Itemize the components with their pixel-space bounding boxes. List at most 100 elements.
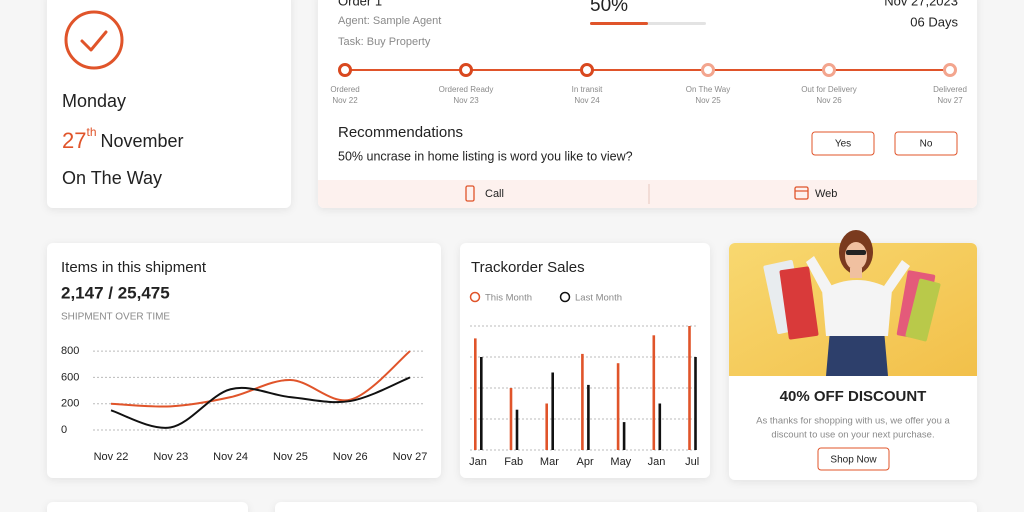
- date-day: 27: [62, 128, 86, 153]
- call-label[interactable]: Call: [485, 188, 504, 200]
- x-tick-label: Jan: [648, 456, 666, 468]
- x-tick-label: Jan: [469, 456, 487, 468]
- action-bar: [318, 180, 977, 208]
- step-date: Nov 25: [695, 96, 721, 105]
- bottom-card: [47, 502, 248, 512]
- legend-marker: [469, 291, 481, 303]
- promo-text: As thanks for shopping with us, we offer…: [756, 416, 950, 427]
- x-tick-label: Nov 22: [94, 451, 129, 463]
- task: Task: Buy Property: [338, 36, 431, 48]
- progress-fill: [590, 22, 648, 25]
- bar: [622, 422, 626, 450]
- x-tick-label: Jul: [685, 456, 699, 468]
- x-tick-label: Nov 25: [273, 451, 308, 463]
- bar: [545, 403, 548, 450]
- x-tick-label: Fab: [504, 456, 523, 468]
- step-label: Delivered: [933, 85, 967, 94]
- recommendation-text: 50% uncrase in home listing is word you …: [338, 149, 633, 163]
- yes-label[interactable]: Yes: [835, 139, 851, 150]
- x-tick-label: Nov 24: [213, 451, 248, 463]
- bar: [480, 357, 483, 450]
- bar: [551, 372, 554, 450]
- bar: [652, 335, 656, 450]
- step-label: Ordered: [330, 85, 359, 94]
- bar: [474, 338, 477, 450]
- delivery-date: Nov 27,2023: [884, 0, 958, 8]
- yes-button[interactable]: [811, 131, 875, 156]
- line-chart: 0 200 600 800 Nov 22 Nov 23 Nov 24 Nov 25 Nov 26…: [61, 345, 427, 463]
- legend-label: Last Month: [575, 293, 622, 304]
- x-tick-label: Mar: [540, 456, 559, 468]
- no-label[interactable]: No: [920, 139, 933, 150]
- shopper-illustration: [763, 230, 941, 376]
- shop-label[interactable]: Shop Now: [830, 455, 877, 466]
- legend-marker: [559, 291, 571, 303]
- state: On The Way: [62, 168, 162, 188]
- date: 27th November: [62, 125, 184, 153]
- x-tick-label: May: [610, 456, 631, 468]
- x-tick-label: Nov 26: [333, 451, 368, 463]
- line-series: [110, 376, 411, 429]
- step-label: Ordered Ready: [439, 85, 494, 94]
- bottom-card: [275, 502, 977, 512]
- step-date: Nov 23: [453, 96, 479, 105]
- step-label: Out for Delivery: [801, 85, 857, 94]
- shop-button[interactable]: [817, 447, 890, 471]
- legend-label: This Month: [485, 293, 532, 304]
- shipment-subtitle: SHIPMENT OVER TIME: [61, 312, 170, 323]
- web-icon[interactable]: [794, 186, 809, 200]
- check-icon: [64, 10, 124, 70]
- shipment-card: [47, 243, 441, 478]
- bar: [658, 403, 662, 450]
- no-button[interactable]: [894, 131, 958, 156]
- step-date: Nov 24: [574, 96, 600, 105]
- shipment-title: Items in this shipment: [61, 259, 207, 276]
- y-tick-label: 600: [61, 371, 79, 383]
- date-month: November: [101, 131, 184, 151]
- y-tick-label: 200: [61, 398, 79, 410]
- promo-text: discount to use on your next purchase.: [771, 430, 934, 441]
- step-label: On The Way: [686, 85, 730, 94]
- bar-chart: This Month Last Month Jan Fab Mar Apr May Jan Ju…: [469, 291, 699, 468]
- bar: [515, 409, 519, 450]
- web-label[interactable]: Web: [815, 188, 837, 200]
- timeline-node: [580, 63, 594, 77]
- y-tick-label: 800: [61, 345, 79, 357]
- sales-title: Trackorder Sales: [471, 259, 585, 276]
- call-icon[interactable]: [465, 185, 475, 202]
- bar: [581, 353, 584, 450]
- progress-label: 50%: [590, 0, 628, 16]
- x-tick-label: Nov 27: [393, 451, 428, 463]
- day: Monday: [62, 91, 126, 111]
- bar: [509, 388, 513, 450]
- timeline-node: [701, 63, 715, 77]
- line-series: [110, 350, 411, 408]
- promo-title: 40% OFF DISCOUNT: [780, 388, 927, 405]
- timeline: Ordered Nov 22 Ordered Ready Nov 23 In trans…: [330, 63, 967, 105]
- date-suffix: th: [86, 125, 96, 139]
- order-card: [318, 0, 977, 208]
- shipment-count: 2,147 / 25,475: [61, 283, 170, 302]
- order-title: Order 1: [338, 0, 382, 8]
- step-date: Nov 27: [937, 96, 963, 105]
- check-mark: [80, 30, 108, 52]
- timeline-node: [943, 63, 957, 77]
- bar: [616, 363, 620, 450]
- remaining: 06 Days: [910, 14, 958, 29]
- step-date: Nov 22: [332, 96, 358, 105]
- timeline-node: [822, 63, 836, 77]
- y-tick-label: 0: [61, 424, 67, 436]
- step-date: Nov 26: [816, 96, 842, 105]
- recommendation-title: Recommendations: [338, 124, 463, 141]
- bar: [587, 384, 590, 450]
- step-label: In transit: [572, 85, 603, 94]
- bar: [688, 326, 691, 450]
- x-tick-label: Nov 23: [153, 451, 188, 463]
- x-tick-label: Apr: [577, 456, 594, 468]
- sales-card: [460, 243, 710, 478]
- bar: [694, 357, 697, 450]
- status-card: [47, 0, 291, 208]
- timeline-node: [459, 63, 473, 77]
- timeline-node: [338, 63, 352, 77]
